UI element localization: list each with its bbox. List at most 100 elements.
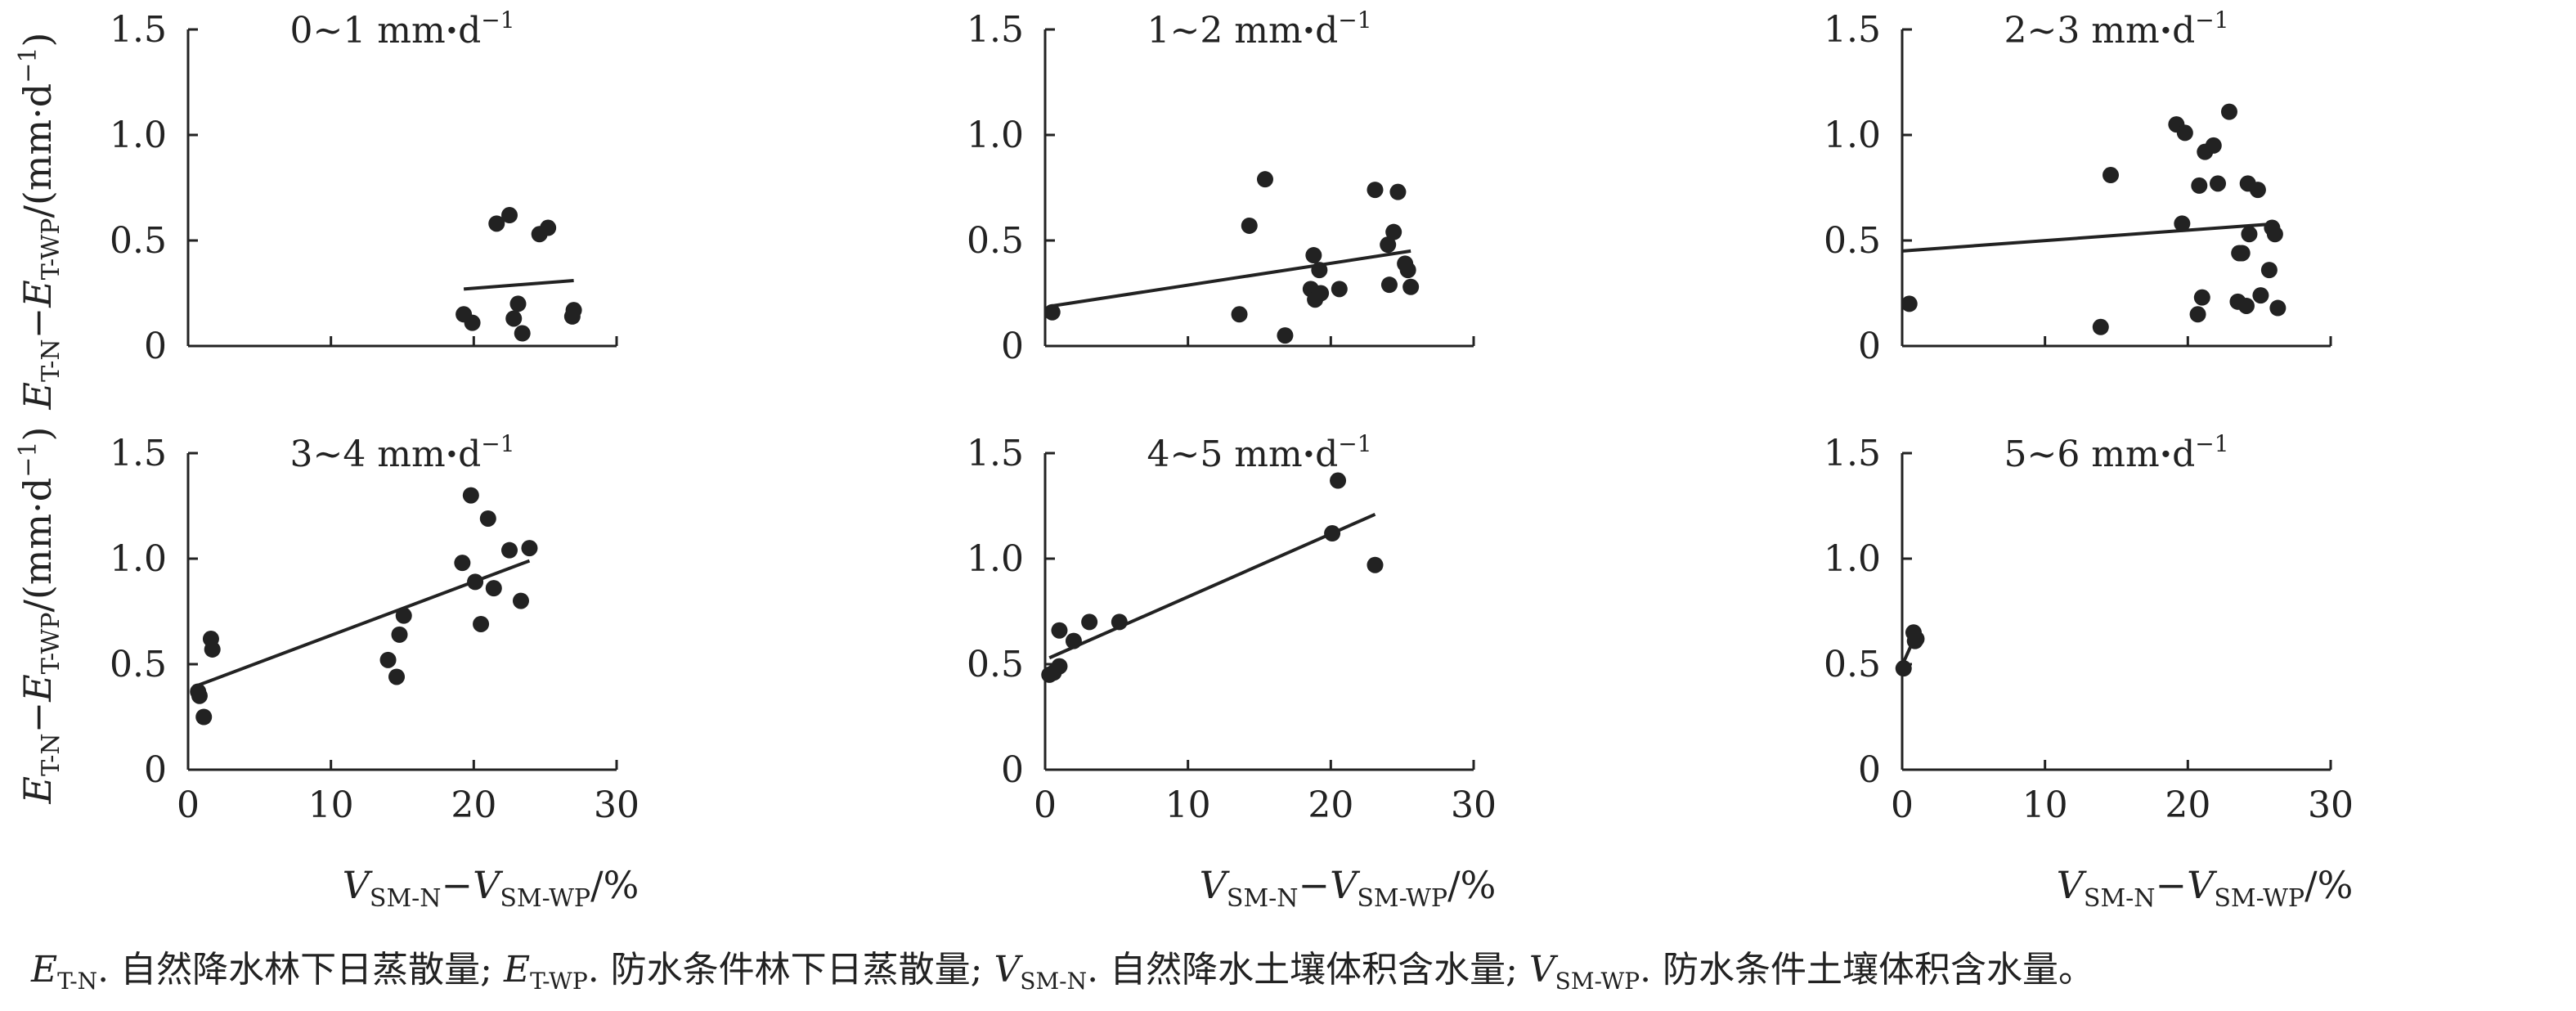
y-tick-label: 1.5 [110,9,167,51]
data-point [501,207,518,224]
data-point [379,651,397,668]
data-point [462,487,479,504]
data-point [1901,295,1918,312]
y-tick-label: 0 [1858,326,1881,367]
data-point [2241,226,2258,243]
data-point [1065,632,1082,649]
y-tick-label: 0.5 [110,220,167,262]
data-point [1908,631,1925,648]
data-point [191,687,208,704]
data-point [512,592,529,609]
data-point [195,708,213,726]
data-point [388,668,406,685]
y-tick-label: 1.5 [1824,9,1881,51]
panel-title: 0~1 mm·d−1 [289,7,514,52]
panel-6: 0 0.5 1.0 1.5 0 10 20 30 5~6 mm·d−1 [1824,430,2354,826]
data-point [1389,183,1407,200]
x-tick-label: 30 [1451,784,1497,826]
data-point [1043,303,1061,321]
y-tick-label: 1.0 [967,115,1024,156]
data-point [391,626,408,643]
x-tick-label: 0 [1891,784,1914,826]
data-point [464,314,481,331]
y-tick-label: 1.5 [967,433,1024,474]
data-point [473,615,490,632]
panel-5: 0 0.5 1.0 1.5 0 10 20 30 4~5 mm·d−1 [967,430,1497,826]
panels: 0 0.5 1.0 1.5 0~1 mm·d−1 0 0.5 1.0 1.5 1~2 mm·d−1… [110,7,2354,826]
y-tick-label: 0 [1001,749,1024,791]
y-tick-label: 1.0 [110,538,167,580]
data-point [1895,660,1912,677]
x-axis-labels: VSM-N−VSM-WP/% VSM-N−VSM-WP/% VSM-N−VSM-… [343,863,2354,913]
data-point [454,555,471,572]
data-point [2260,262,2278,279]
data-point [1399,262,1416,279]
panel-3: 0 0.5 1.0 1.5 2~3 mm·d−1 [1824,7,2332,367]
data-point [2103,167,2120,184]
data-point [2237,297,2255,314]
y-axis-label-top: ET-N−ET-WP/(mm·d−1) [14,33,65,411]
x-tick-label: 30 [2308,784,2354,826]
data-point [1380,276,1398,294]
data-point [540,219,557,236]
y-tick-label: 1.5 [1824,433,1881,474]
data-point [1385,223,1402,240]
data-point [1081,613,1098,631]
data-point [485,580,502,597]
data-point [1277,327,1294,344]
data-point [1367,556,1384,573]
y-tick-label: 0.5 [1824,220,1881,262]
panel-title: 5~6 mm·d−1 [2004,430,2228,475]
data-point [509,295,527,312]
x-tick-label: 0 [177,784,200,826]
figure-caption: ET-N. 自然降水林下日蒸散量; ET-WP. 防水条件林下日蒸散量; VSM… [30,949,2094,995]
data-point [2266,226,2283,243]
x-tick-label: 20 [2165,784,2210,826]
data-point [2092,318,2109,335]
data-point [488,215,505,232]
data-point [1305,247,1322,264]
y-tick-label: 0 [1001,326,1024,367]
x-tick-label: 20 [1308,784,1353,826]
y-tick-label: 1.5 [967,9,1024,51]
data-point [2205,137,2222,154]
panel-title: 3~4 mm·d−1 [289,430,514,475]
panel-title: 4~5 mm·d−1 [1147,430,1371,475]
data-point [2174,215,2191,232]
data-point [501,541,518,559]
data-point [1330,472,1347,489]
panel-2: 0 0.5 1.0 1.5 1~2 mm·d−1 [967,7,1475,367]
trend-line [463,279,574,291]
data-point [479,510,496,527]
data-point [1331,281,1348,298]
trend-line [1048,512,1376,660]
data-point [1311,262,1328,279]
data-point [1380,236,1397,254]
data-point [2252,287,2269,304]
svg-text:ET-N−ET-WP/(mm·d−1): ET-N−ET-WP/(mm·d−1) [14,33,65,411]
data-point [1256,171,1273,188]
y-tick-label: 0.5 [110,644,167,685]
data-point [2189,306,2206,323]
data-point [514,325,531,342]
x-axis-label-3: VSM-N−VSM-WP/% [2057,863,2354,913]
data-point [565,302,582,319]
data-point [2193,289,2210,306]
data-point [521,540,538,557]
x-tick-label: 20 [451,784,496,826]
y-tick-label: 0 [1858,749,1881,791]
y-axis-label-bottom: ET-N−ET-WP/(mm·d−1) [14,427,65,805]
panel-title: 2~3 mm·d−1 [2004,7,2228,52]
x-tick-label: 10 [2022,784,2068,826]
data-point [2269,299,2287,317]
x-axis-label-1: VSM-N−VSM-WP/% [343,863,640,913]
data-point [1241,217,1258,234]
data-point [395,607,412,624]
data-point [505,310,523,327]
y-tick-label: 0.5 [967,644,1024,685]
data-point [1111,613,1128,631]
y-tick-label: 1.0 [1824,538,1881,580]
data-point [1231,306,1248,323]
y-tick-label: 1.5 [110,433,167,474]
data-point [204,640,221,658]
